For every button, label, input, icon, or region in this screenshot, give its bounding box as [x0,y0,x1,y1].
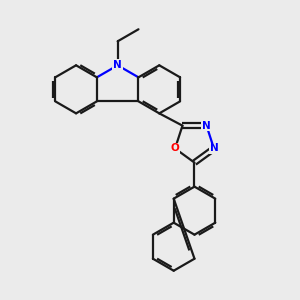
Text: N: N [210,143,218,154]
Text: N: N [202,121,211,130]
Text: O: O [171,143,179,154]
Text: N: N [113,60,122,70]
